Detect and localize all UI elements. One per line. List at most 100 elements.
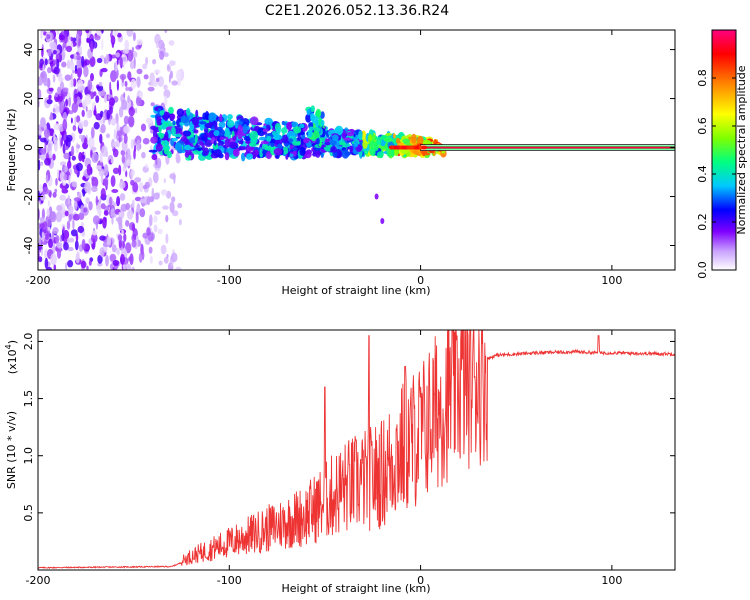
- spectral-blob: [241, 152, 246, 162]
- spectral-blob: [102, 112, 106, 124]
- spectral-blob: [82, 189, 86, 197]
- spectrogram-y-tick-label: -20: [22, 188, 35, 206]
- spectral-blob: [103, 164, 109, 177]
- spectral-blob: [91, 176, 99, 188]
- spectral-blob: [39, 184, 43, 194]
- spectral-blob: [62, 119, 68, 131]
- spectral-blob: [146, 195, 151, 206]
- spectral-blob: [44, 249, 49, 260]
- spectral-blob: [362, 131, 366, 141]
- spectral-blob: [50, 111, 53, 121]
- spectral-blob: [38, 76, 44, 86]
- spectral-blob: [164, 139, 168, 147]
- spectral-blob: [168, 73, 171, 84]
- spectral-blob: [110, 208, 115, 217]
- spectral-blob: [122, 48, 129, 54]
- spectral-blob: [194, 134, 198, 144]
- spectral-blob: [100, 188, 106, 199]
- spectral-blob: [150, 136, 158, 144]
- spectral-blob: [123, 92, 126, 99]
- spectral-blob: [103, 210, 109, 216]
- spectral-blob: [123, 115, 129, 125]
- spectral-blob: [324, 141, 331, 146]
- spectral-blob: [109, 81, 112, 93]
- spectral-blob: [165, 214, 169, 223]
- spectral-blob: [58, 34, 65, 41]
- spectrogram-y-tick-label: 40: [22, 43, 35, 57]
- spectral-blob: [98, 168, 105, 177]
- spectral-blob: [142, 185, 148, 190]
- spectral-blob: [149, 255, 153, 264]
- spectral-blob: [51, 230, 55, 242]
- spectral-blob: [110, 158, 114, 164]
- spectral-blob: [167, 64, 170, 70]
- spectral-blob: [262, 128, 269, 133]
- spectral-blob: [153, 215, 158, 223]
- spectral-blob: [66, 134, 73, 142]
- spectral-blob: [237, 131, 243, 140]
- spectral-blob: [40, 30, 43, 40]
- colorbar: 0.0 0.2 0.4 0.6 0.8 Normalized spectral ampl…: [696, 29, 748, 279]
- spectral-blob: [150, 102, 155, 107]
- spectral-blob: [56, 58, 60, 69]
- svg-text:(x104): (x104): [4, 340, 19, 374]
- spectral-blob: [112, 148, 119, 158]
- spectral-blob: [174, 142, 183, 152]
- spectral-blob: [49, 191, 52, 198]
- spectral-blob: [152, 58, 157, 65]
- spectral-blob: [134, 145, 137, 153]
- spectral-blob: [141, 151, 146, 159]
- spectral-blob: [310, 105, 315, 113]
- spectral-blob: [105, 254, 109, 267]
- spectral-blob: [218, 121, 226, 129]
- spectral-blob: [45, 266, 53, 270]
- spectral-blob: [63, 165, 68, 173]
- spectral-blob: [130, 78, 137, 90]
- spectral-blob: [78, 134, 83, 139]
- spectral-blob: [166, 127, 171, 131]
- spectral-blob: [53, 123, 60, 131]
- spectral-blob: [411, 133, 417, 144]
- spectral-blob: [38, 235, 42, 247]
- spectral-blob: [88, 260, 92, 266]
- spectral-blob: [116, 79, 119, 91]
- spectral-blob: [157, 228, 163, 235]
- spectral-blob: [77, 225, 85, 234]
- spectral-blob: [135, 96, 142, 107]
- spectral-blob: [149, 214, 153, 227]
- spectral-blob: [402, 138, 410, 144]
- spectral-blob: [166, 190, 172, 199]
- spectral-blob: [101, 67, 108, 73]
- spectral-blob: [175, 266, 182, 270]
- spectral-blob: [203, 147, 209, 156]
- snr-x-tick-label: -200: [26, 574, 51, 587]
- spectral-blob: [199, 140, 204, 146]
- spectral-blob: [308, 126, 314, 131]
- spectral-blob: [171, 80, 179, 86]
- spectral-blob: [81, 55, 85, 68]
- spectral-blob: [104, 93, 107, 103]
- spectral-blob: [62, 87, 69, 92]
- spectral-blob: [46, 208, 50, 217]
- spectral-blob: [73, 197, 81, 202]
- spectral-blob: [91, 185, 98, 193]
- spectral-blob: [142, 232, 148, 239]
- spectral-blob: [118, 164, 122, 176]
- figure-title: C2E1.2026.052.13.36.R24: [265, 3, 449, 19]
- spectral-blob: [55, 211, 63, 223]
- spectral-blob: [161, 122, 166, 130]
- spectral-blob: [112, 167, 120, 174]
- spectral-blob: [93, 109, 97, 116]
- spectral-blob: [90, 127, 95, 139]
- spectral-blob: [109, 263, 114, 270]
- spectral-blob: [334, 125, 344, 136]
- spectral-blob: [374, 193, 379, 200]
- spectral-blob: [168, 106, 174, 114]
- spectral-blob: [218, 140, 225, 146]
- spectral-blob: [266, 124, 271, 130]
- spectral-blob: [68, 205, 74, 214]
- spectral-blob: [305, 113, 312, 123]
- spectral-blob: [70, 117, 73, 124]
- spectral-blob: [91, 230, 98, 236]
- spectral-blob: [228, 141, 237, 149]
